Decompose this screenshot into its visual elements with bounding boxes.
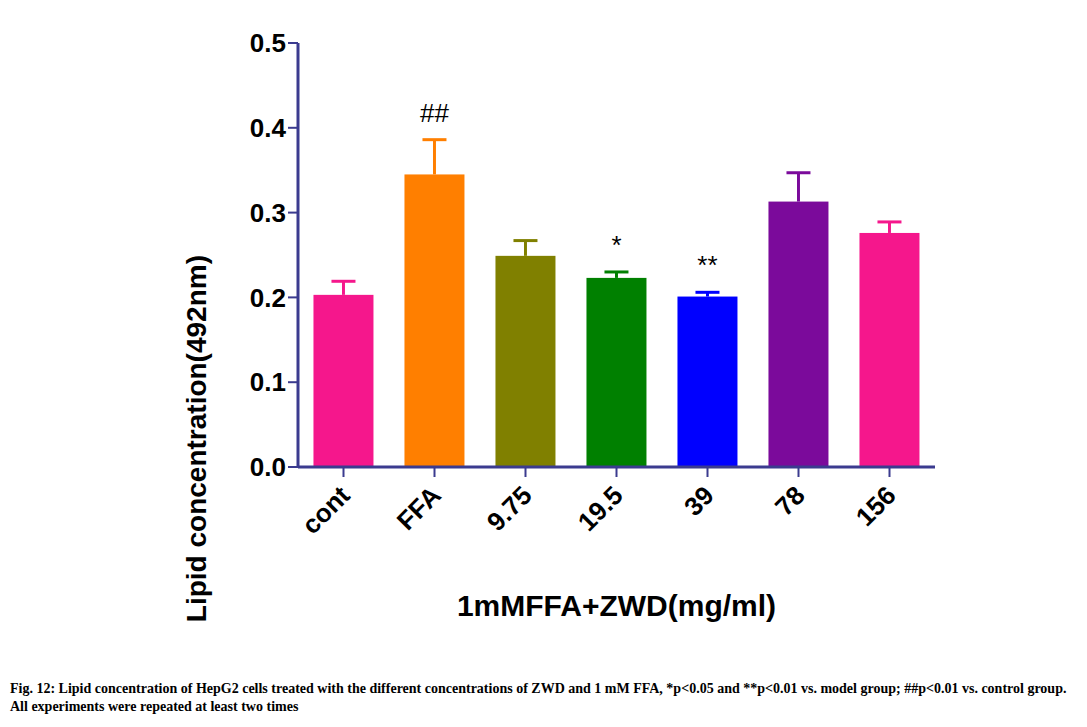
svg-text:78: 78 (769, 480, 811, 522)
svg-text:0.1: 0.1 (250, 367, 286, 397)
svg-text:Lipid concentration(492nm): Lipid concentration(492nm) (181, 255, 212, 622)
svg-text:##: ## (420, 98, 449, 128)
svg-text:**: ** (697, 250, 717, 280)
svg-text:9.75: 9.75 (481, 480, 538, 537)
svg-text:*: * (611, 230, 621, 260)
svg-text:FFA: FFA (391, 480, 447, 536)
svg-text:0.4: 0.4 (250, 113, 287, 143)
svg-text:0.3: 0.3 (250, 198, 286, 228)
svg-text:0.5: 0.5 (250, 28, 286, 58)
svg-text:19.5: 19.5 (572, 480, 629, 537)
svg-text:0.0: 0.0 (250, 452, 286, 482)
svg-text:156: 156 (850, 480, 902, 532)
html-text:Fig. 12: Lipid concentration o: Fig. 12: Lipid concentration of HepG2 ce… (10, 681, 1067, 714)
svg-text:39: 39 (678, 480, 720, 522)
svg-text:1mMFFA+ZWD(mg/ml): 1mMFFA+ZWD(mg/ml) (457, 589, 776, 622)
svg-text:cont: cont (296, 480, 356, 540)
svg-text:0.2: 0.2 (250, 283, 286, 313)
